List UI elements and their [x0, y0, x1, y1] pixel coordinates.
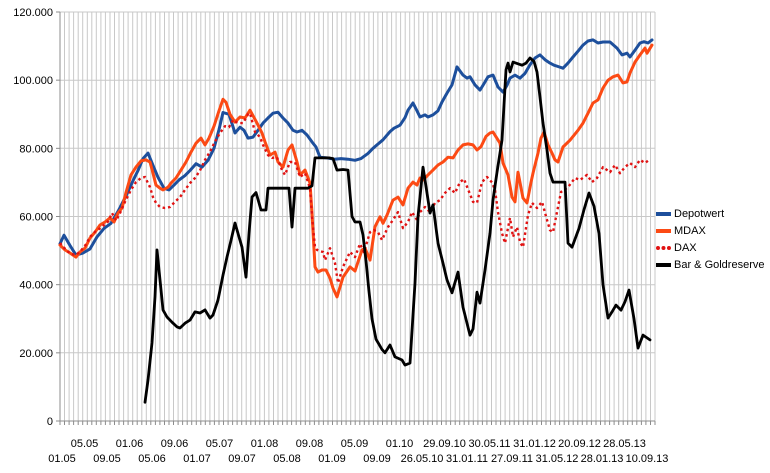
series-line-bar-goldreserve	[143, 56, 652, 404]
x-axis-label-row2: 31.01.11	[446, 453, 488, 465]
x-axis-label-row2: 09.05	[93, 453, 121, 465]
legend-item-bar-goldreserve: Bar & Goldreserve	[656, 256, 764, 273]
chart-legend: Depotwert MDAX DAX Bar & Goldreserve	[656, 205, 764, 273]
y-axis-label: 20.000	[19, 348, 53, 360]
x-axis-label-row1: 09.08	[296, 438, 324, 450]
x-axis-label-row2: 10.09.13	[626, 453, 669, 465]
x-axis-label-row1: 01.08	[251, 438, 279, 450]
legend-item-dax: DAX	[656, 239, 764, 256]
x-axis-label-row2: 28.01.13	[581, 453, 624, 465]
y-axis-label: 100.000	[13, 75, 53, 87]
x-axis-label-row2: 27.09.11	[491, 453, 533, 465]
y-axis-label: 60.000	[19, 212, 53, 224]
legend-label: Depotwert	[674, 207, 725, 220]
x-axis-label-row1: 01.10	[386, 438, 414, 450]
legend-item-depotwert: Depotwert	[656, 205, 764, 222]
y-axis-label: 120.000	[13, 7, 53, 19]
x-axis-label-row2: 31.05.12	[536, 453, 579, 465]
x-axis-label-row2: 26.05.10	[401, 453, 444, 465]
x-axis-label-row1: 20.09.12	[558, 438, 601, 450]
x-axis-label-row1: 05.05	[71, 438, 99, 450]
legend-swatch-solid-line	[656, 211, 671, 216]
series-line-mdax	[58, 43, 654, 299]
x-axis-label-row1: 31.01.12	[513, 438, 556, 450]
x-axis-label-row1: 01.06	[116, 438, 144, 450]
x-axis-label-row2: 01.07	[183, 453, 211, 465]
legend-item-mdax: MDAX	[656, 222, 764, 239]
legend-swatch-solid-line	[656, 228, 671, 233]
x-axis-label-row1: 30.05.11	[468, 438, 510, 450]
legend-label: Bar & Goldreserve	[674, 258, 765, 271]
y-axis-label: 0	[47, 416, 53, 428]
x-axis-label-row1: 28.05.13	[603, 438, 646, 450]
legend-label: DAX	[674, 241, 697, 254]
x-axis-label-row2: 01.09	[318, 453, 346, 465]
series-line-depotwert	[58, 38, 654, 257]
y-axis-label: 40.000	[19, 280, 53, 292]
legend-swatch-dotted-line	[656, 245, 671, 250]
x-axis-label-row2: 05.06	[138, 453, 166, 465]
series-line-dax	[59, 111, 651, 285]
x-axis-label-row2: 09.07	[228, 453, 256, 465]
x-axis-label-row2: 09.09	[363, 453, 391, 465]
x-axis-label-row1: 09.06	[161, 438, 189, 450]
x-axis-label-row2: 01.05	[48, 453, 76, 465]
x-axis-label-row1: 05.09	[341, 438, 369, 450]
legend-label: MDAX	[674, 224, 706, 237]
y-axis-label: 80.000	[19, 143, 53, 155]
legend-swatch-solid-line	[656, 262, 671, 267]
x-axis-label-row1: 05.07	[206, 438, 234, 450]
x-axis-label-row2: 05.08	[273, 453, 301, 465]
x-axis-label-row1: 29.09.10	[423, 438, 466, 450]
